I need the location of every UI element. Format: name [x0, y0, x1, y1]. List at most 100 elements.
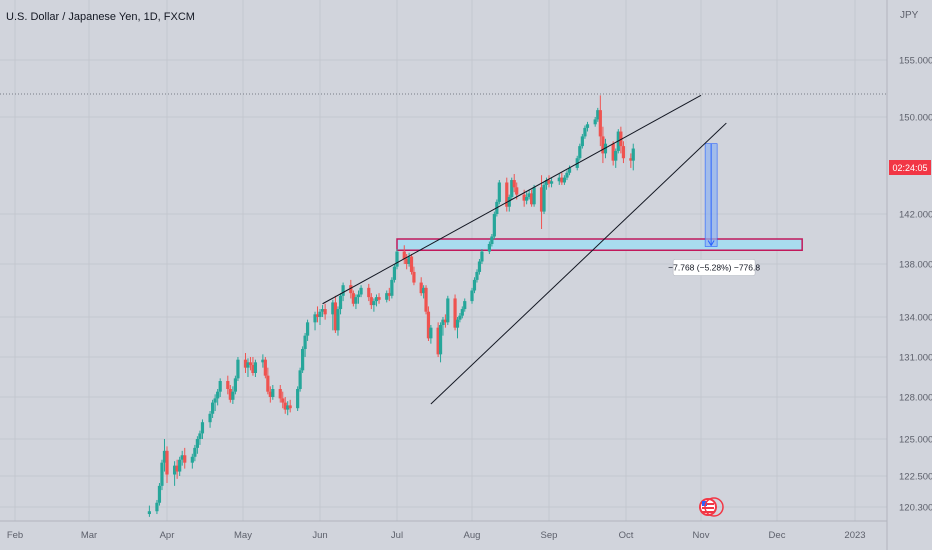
- candle: [341, 282, 345, 302]
- price-tick-label: 138.000: [899, 260, 932, 271]
- candle: [422, 285, 426, 299]
- candle: [349, 279, 353, 299]
- candle: [419, 277, 423, 296]
- candle: [251, 357, 255, 376]
- candle: [480, 249, 484, 264]
- candle: [463, 298, 467, 312]
- candle: [585, 121, 590, 132]
- month-label: Oct: [619, 530, 634, 541]
- candle: [248, 357, 253, 371]
- candle: [402, 245, 406, 264]
- candle: [405, 254, 409, 270]
- candle: [578, 143, 582, 161]
- candle: [213, 394, 217, 411]
- candle: [336, 306, 340, 336]
- candle: [492, 211, 496, 239]
- candle: [236, 357, 240, 381]
- candle: [567, 165, 572, 176]
- candle: [560, 172, 564, 185]
- candle: [557, 173, 561, 185]
- candle: [505, 177, 509, 212]
- candle: [395, 249, 399, 270]
- measure-label: −7.768 (−5.28%) −776.8: [668, 263, 760, 273]
- candle: [283, 397, 287, 414]
- candle: [160, 459, 164, 491]
- month-label: Sep: [541, 530, 558, 541]
- price-tick-label: 122.500: [899, 472, 932, 483]
- price-tick-label: 150.000: [899, 113, 932, 124]
- month-label: Feb: [7, 530, 23, 541]
- trendline[interactable]: [430, 122, 727, 405]
- candle: [629, 153, 633, 168]
- candle: [547, 175, 551, 188]
- support-zone[interactable]: [396, 238, 803, 251]
- time-axis[interactable]: Feb Mar Apr May Jun Jul Aug Sep Oct Nov Dec 2023: [7, 530, 866, 541]
- month-label: Nov: [693, 530, 710, 541]
- candle: [175, 459, 179, 479]
- price-range-measure[interactable]: −7.768 (−5.28%) −776.8: [668, 143, 760, 276]
- candle: [162, 439, 167, 472]
- price-tick-label: 142.000: [899, 210, 932, 221]
- candle: [320, 305, 325, 317]
- candle: [385, 290, 389, 303]
- candle: [438, 322, 443, 363]
- candle: [562, 175, 566, 185]
- price-tick-label: 134.000: [899, 313, 932, 324]
- candle: [198, 430, 202, 445]
- candle: [253, 359, 258, 377]
- candle: [490, 234, 494, 247]
- candle: [598, 95, 602, 147]
- support-zone-rect[interactable]: [396, 238, 803, 251]
- month-label: Jun: [312, 530, 327, 541]
- candle: [228, 385, 232, 403]
- candle: [377, 293, 381, 304]
- candle: [333, 295, 337, 333]
- candle: [173, 461, 177, 486]
- price-axis[interactable]: [887, 0, 932, 550]
- candle: [497, 180, 501, 205]
- candle: [356, 290, 361, 304]
- flag-icon[interactable]: [699, 497, 724, 517]
- candle: [390, 277, 394, 299]
- candle: [603, 138, 608, 159]
- candle: [208, 411, 212, 428]
- candle: [193, 444, 197, 462]
- candle: [436, 322, 440, 357]
- month-label: Apr: [160, 530, 175, 541]
- candle: [367, 283, 371, 302]
- candle: [374, 294, 379, 307]
- candle: [354, 294, 358, 310]
- trendlines[interactable]: [322, 94, 727, 405]
- candle: [190, 453, 194, 469]
- last-price-label: 02:24:05: [892, 163, 927, 173]
- candle: [165, 446, 169, 484]
- currency-label: JPY: [900, 10, 919, 21]
- candle: [527, 189, 531, 200]
- candle: [318, 309, 322, 325]
- month-label: Mar: [81, 530, 97, 541]
- candle: [510, 177, 514, 200]
- candle: [611, 141, 615, 166]
- candle: [392, 264, 397, 283]
- candle: [424, 285, 428, 315]
- candle: [147, 505, 151, 517]
- candle: [261, 354, 265, 368]
- candle: [315, 306, 320, 323]
- candle: [596, 107, 600, 122]
- price-tick-label: 120.300: [899, 503, 932, 514]
- candle: [233, 375, 237, 395]
- last-price-tag: [889, 160, 931, 175]
- candle: [507, 194, 511, 212]
- candle: [593, 117, 597, 127]
- candle: [266, 367, 270, 395]
- candle: [443, 314, 447, 328]
- candle: [472, 277, 477, 294]
- month-label: May: [234, 530, 252, 541]
- candle: [614, 148, 618, 168]
- candle: [544, 177, 549, 190]
- candle: [183, 447, 187, 469]
- month-label: Dec: [769, 530, 786, 541]
- candle: [211, 399, 215, 418]
- trendline[interactable]: [322, 94, 702, 305]
